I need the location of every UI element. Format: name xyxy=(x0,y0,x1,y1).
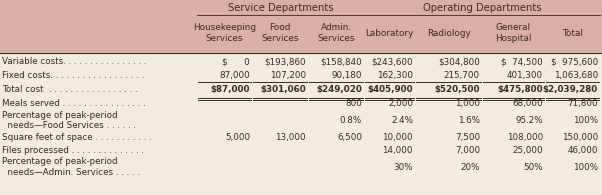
Text: 0.8%: 0.8% xyxy=(340,116,362,125)
Bar xyxy=(0,0,602,53)
Text: 2.4%: 2.4% xyxy=(391,116,413,125)
Text: 1,063,680: 1,063,680 xyxy=(554,71,598,80)
Bar xyxy=(0,53,602,195)
Text: 95.2%: 95.2% xyxy=(515,116,543,125)
Text: 5,000: 5,000 xyxy=(225,133,250,142)
Text: 71,800: 71,800 xyxy=(567,99,598,108)
Text: 108,000: 108,000 xyxy=(507,133,543,142)
Text: 7,500: 7,500 xyxy=(455,133,480,142)
Text: Service Departments: Service Departments xyxy=(228,3,334,13)
Text: Percentage of peak-period
  needs—Admin. Services . . . . .: Percentage of peak-period needs—Admin. S… xyxy=(2,157,140,177)
Text: $475,800: $475,800 xyxy=(497,85,543,94)
Text: 20%: 20% xyxy=(461,162,480,171)
Text: 1,000: 1,000 xyxy=(455,99,480,108)
Text: Housekeeping
Services: Housekeeping Services xyxy=(193,23,256,43)
Text: Total cost  . . . . . . . . . . . . . . . . .: Total cost . . . . . . . . . . . . . . .… xyxy=(2,85,138,94)
Text: Percentage of peak-period
  needs—Food Services . . . . . .: Percentage of peak-period needs—Food Ser… xyxy=(2,111,136,130)
Text: Fixed costs. . . . . . . . . . . . . . . . . .: Fixed costs. . . . . . . . . . . . . . .… xyxy=(2,71,144,80)
Text: $301,060: $301,060 xyxy=(260,85,306,94)
Text: $249,020: $249,020 xyxy=(316,85,362,94)
Text: $405,900: $405,900 xyxy=(367,85,413,94)
Text: 7,000: 7,000 xyxy=(455,146,480,155)
Text: 13,000: 13,000 xyxy=(275,133,306,142)
Text: $87,000: $87,000 xyxy=(211,85,250,94)
Text: Total: Total xyxy=(562,28,583,37)
Text: $193,860: $193,860 xyxy=(264,58,306,66)
Text: 100%: 100% xyxy=(573,162,598,171)
Text: 401,300: 401,300 xyxy=(507,71,543,80)
Text: 6,500: 6,500 xyxy=(337,133,362,142)
Text: 107,200: 107,200 xyxy=(270,71,306,80)
Text: $  975,600: $ 975,600 xyxy=(551,58,598,66)
Text: $  74,500: $ 74,500 xyxy=(501,58,543,66)
Text: 215,700: 215,700 xyxy=(444,71,480,80)
Text: 14,000: 14,000 xyxy=(382,146,413,155)
Text: $243,600: $243,600 xyxy=(371,58,413,66)
Text: $520,500: $520,500 xyxy=(435,85,480,94)
Text: 800: 800 xyxy=(345,99,362,108)
Text: 90,180: 90,180 xyxy=(332,71,362,80)
Text: 50%: 50% xyxy=(523,162,543,171)
Text: $158,840: $158,840 xyxy=(320,58,362,66)
Text: Meals served . . . . . . . . . . . . . . . .: Meals served . . . . . . . . . . . . . .… xyxy=(2,99,146,108)
Text: Radiology: Radiology xyxy=(427,28,470,37)
Text: Food
Services: Food Services xyxy=(261,23,299,43)
Text: 100%: 100% xyxy=(573,116,598,125)
Text: Laboratory: Laboratory xyxy=(365,28,414,37)
Text: Admin.
Services: Admin. Services xyxy=(317,23,355,43)
Text: 2,000: 2,000 xyxy=(388,99,413,108)
Text: 10,000: 10,000 xyxy=(382,133,413,142)
Text: $      0: $ 0 xyxy=(222,58,250,66)
Text: Files processed . . . . . . . . . . . . . .: Files processed . . . . . . . . . . . . … xyxy=(2,146,144,155)
Text: 30%: 30% xyxy=(393,162,413,171)
Text: 46,000: 46,000 xyxy=(568,146,598,155)
Text: 87,000: 87,000 xyxy=(219,71,250,80)
Text: 25,000: 25,000 xyxy=(512,146,543,155)
Text: Operating Departments: Operating Departments xyxy=(423,3,541,13)
Text: 162,300: 162,300 xyxy=(377,71,413,80)
Text: 150,000: 150,000 xyxy=(562,133,598,142)
Text: Square feet of space . . . . . . . . . . .: Square feet of space . . . . . . . . . .… xyxy=(2,133,152,142)
Text: General
Hospital: General Hospital xyxy=(495,23,532,43)
Text: 68,000: 68,000 xyxy=(512,99,543,108)
Text: $304,800: $304,800 xyxy=(438,58,480,66)
Text: 1.6%: 1.6% xyxy=(458,116,480,125)
Text: $2,039,280: $2,039,280 xyxy=(543,85,598,94)
Text: Variable costs. . . . . . . . . . . . . . . .: Variable costs. . . . . . . . . . . . . … xyxy=(2,58,146,66)
